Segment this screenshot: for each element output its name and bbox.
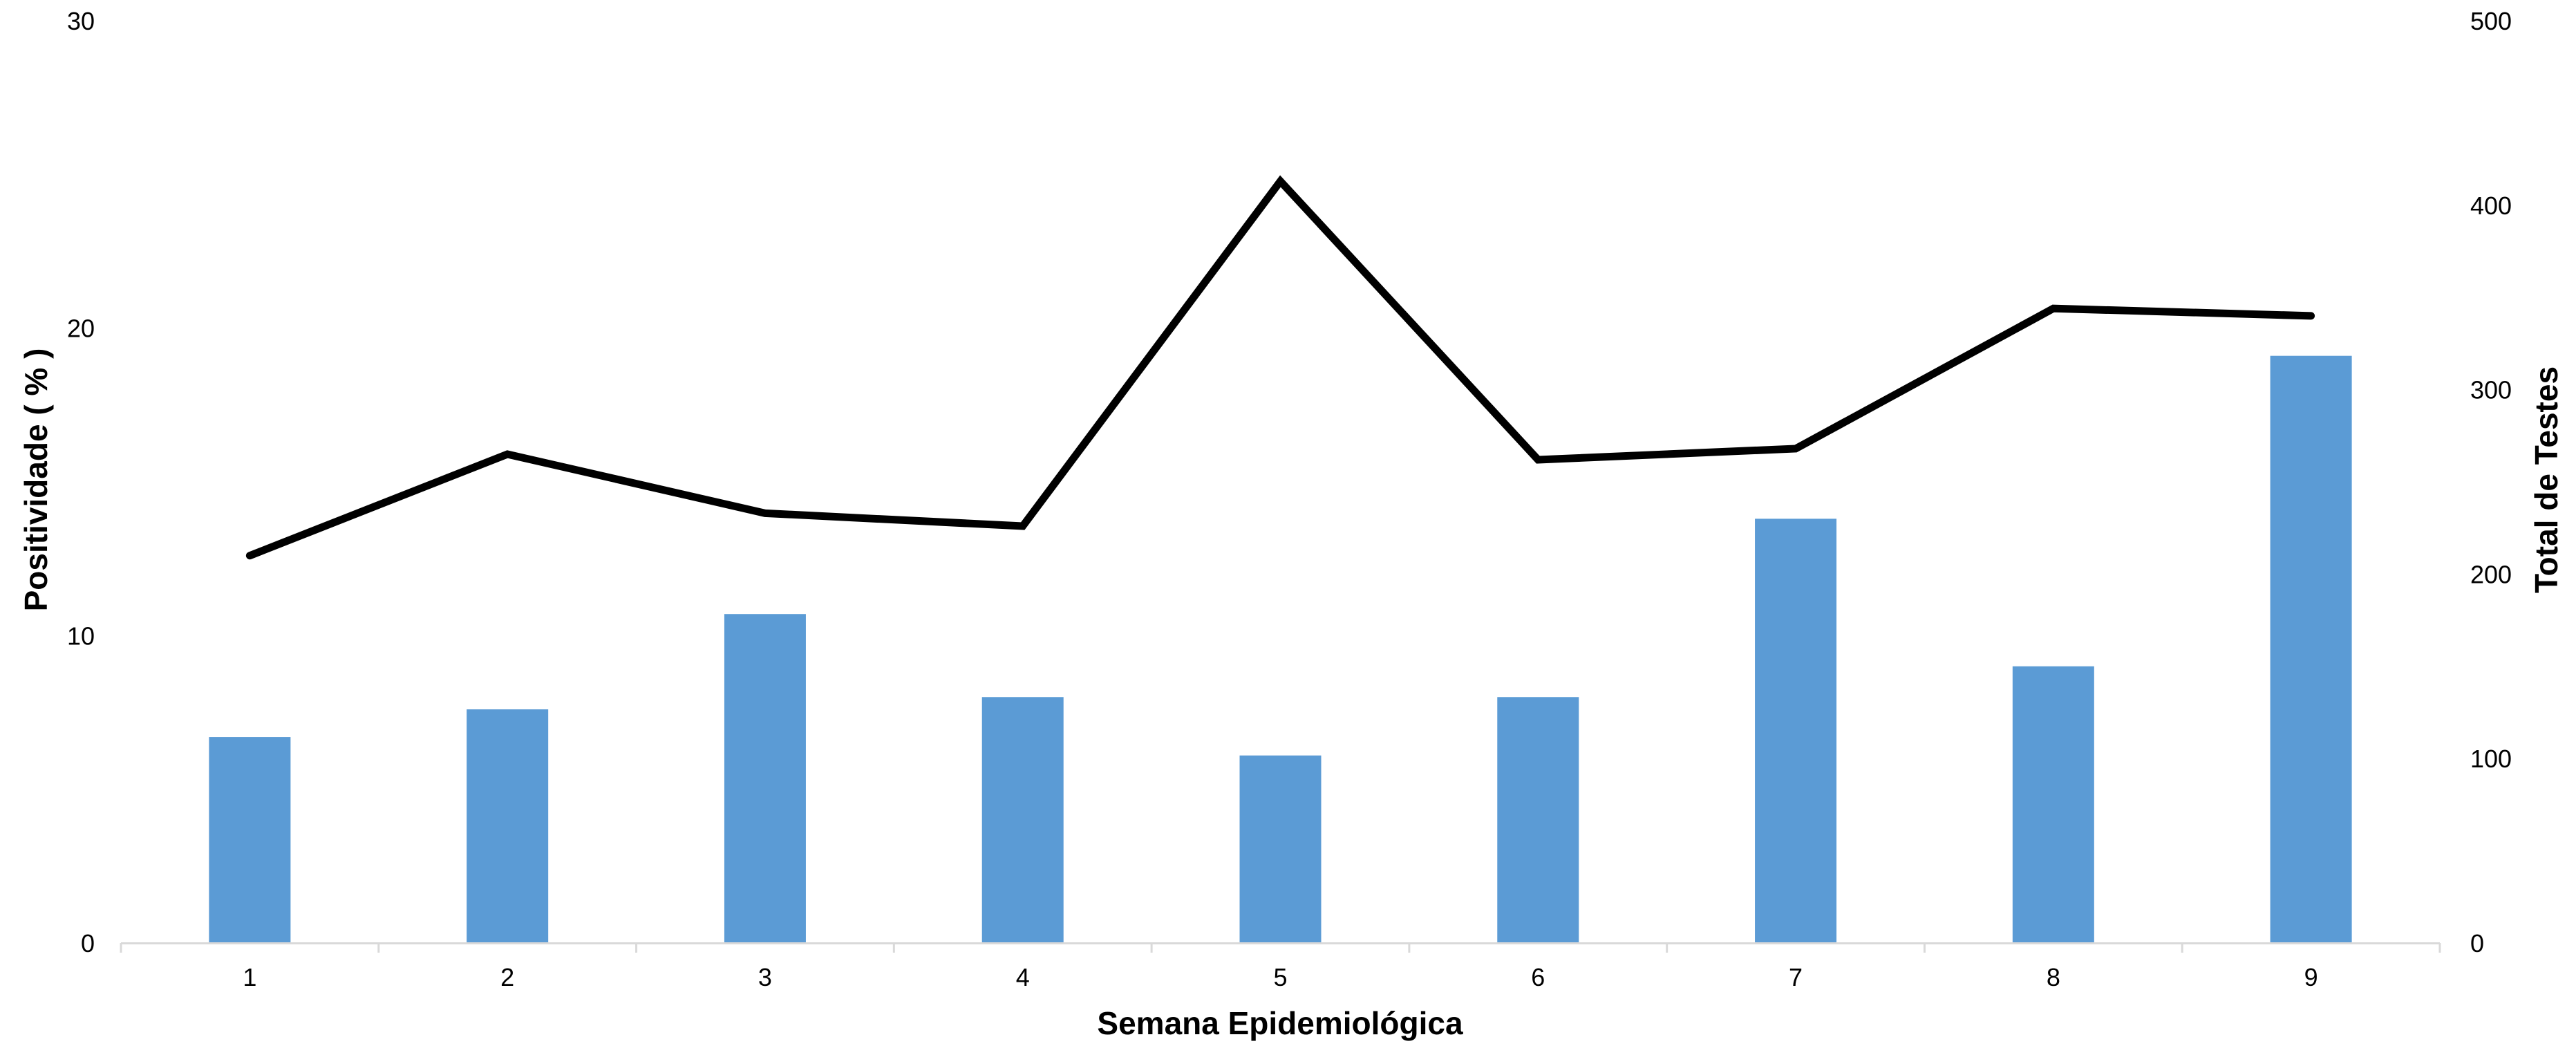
bar	[2012, 666, 2094, 943]
bar	[1755, 519, 1837, 943]
x-tick-label: 1	[243, 963, 256, 991]
right-y-tick-label: 200	[2470, 560, 2512, 588]
x-axis-tick-labels: 1 2 3 4 5 6 7 8 9	[243, 963, 2318, 991]
bar	[1497, 697, 1579, 943]
x-tick-label: 5	[1273, 963, 1287, 991]
bar	[467, 709, 549, 943]
right-y-tick-label: 100	[2470, 745, 2512, 773]
left-y-axis-title: Positividade ( % )	[18, 348, 54, 612]
bar-series	[209, 355, 2352, 943]
bar	[724, 614, 806, 943]
x-axis	[120, 942, 2441, 953]
line-path	[245, 175, 2315, 560]
x-axis-title: Semana Epidemiológica	[1097, 1005, 1463, 1041]
line-series	[245, 175, 2315, 560]
x-tick-label: 3	[758, 963, 772, 991]
right-y-tick-label: 0	[2470, 929, 2484, 958]
right-y-axis-title: Total de Testes	[2528, 366, 2564, 593]
right-y-axis: 0 100 200 300 400 500	[2470, 7, 2512, 958]
bar	[209, 737, 291, 943]
x-tick-label: 2	[500, 963, 514, 991]
left-y-tick-label: 20	[67, 315, 95, 343]
bar	[1239, 755, 1322, 943]
left-y-axis: 0 10 20 30	[67, 7, 95, 958]
right-y-tick-label: 400	[2470, 192, 2512, 220]
right-y-tick-label: 300	[2470, 376, 2512, 404]
x-tick-label: 4	[1016, 963, 1030, 991]
bar	[2270, 355, 2352, 943]
x-tick-label: 7	[1789, 963, 1803, 991]
left-y-tick-label: 10	[67, 622, 95, 650]
right-y-tick-label: 500	[2470, 7, 2512, 35]
left-y-tick-label: 0	[81, 929, 95, 958]
x-tick-label: 8	[2047, 963, 2060, 991]
left-y-tick-label: 30	[67, 7, 95, 35]
x-tick-label: 9	[2304, 963, 2318, 991]
x-tick-label: 6	[1531, 963, 1545, 991]
bar	[981, 697, 1064, 943]
